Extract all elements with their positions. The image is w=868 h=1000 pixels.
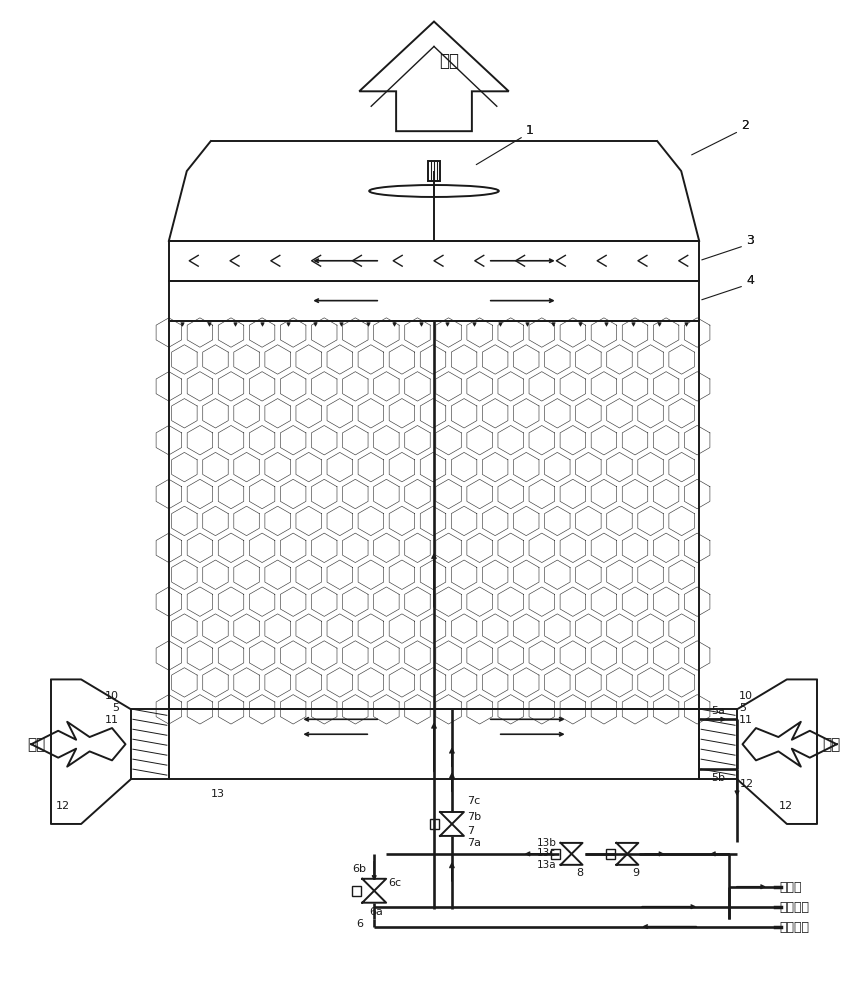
Text: 3: 3 [746,234,754,247]
Text: 10: 10 [739,691,753,701]
Text: 2: 2 [741,119,749,132]
Text: 13b: 13b [536,838,556,848]
Text: 12: 12 [740,779,754,789]
Text: 7: 7 [467,826,474,836]
Text: 5: 5 [112,703,119,713]
Text: 3: 3 [746,234,754,247]
Bar [169,241,699,281]
Text: 11: 11 [105,715,119,725]
Ellipse shape [369,185,499,197]
Text: 空气: 空气 [439,52,459,70]
Bar [428,161,440,181]
Bar [607,849,615,859]
Text: 5a: 5a [711,706,725,716]
Text: 6b: 6b [352,864,366,874]
Bar [550,849,560,859]
Text: 空气: 空气 [823,737,841,752]
Text: 5: 5 [739,703,746,713]
Bar [169,709,699,779]
Text: 8: 8 [576,868,583,878]
Text: 7a: 7a [467,838,481,848]
Text: 12: 12 [779,801,793,811]
Bar [352,886,361,896]
Bar [699,709,737,779]
Text: 5b: 5b [711,773,725,783]
Text: 10: 10 [105,691,119,701]
Text: 13c: 13c [536,848,556,858]
Text: 13a: 13a [536,860,556,870]
Text: 空气: 空气 [27,737,45,752]
Bar [131,709,169,779]
Text: 12: 12 [56,801,70,811]
Text: 4: 4 [746,274,754,287]
Text: 11: 11 [739,715,753,725]
Text: 7c: 7c [467,796,480,806]
Bar [169,281,699,321]
Text: 13: 13 [211,789,225,799]
Text: 1: 1 [526,124,534,137]
Bar [430,819,439,829]
Text: 溶液出口: 溶液出口 [779,901,809,914]
Text: 7b: 7b [467,812,481,822]
Text: 6c: 6c [388,878,401,888]
Text: 6a: 6a [369,907,383,917]
Text: 1: 1 [526,124,534,137]
Text: 排水口: 排水口 [779,881,801,894]
Text: 溶液入口: 溶液入口 [779,921,809,934]
Text: 2: 2 [741,119,749,132]
Text: 9: 9 [633,868,640,878]
Bar [169,321,699,709]
Text: 6: 6 [356,919,363,929]
Text: 4: 4 [746,274,754,287]
